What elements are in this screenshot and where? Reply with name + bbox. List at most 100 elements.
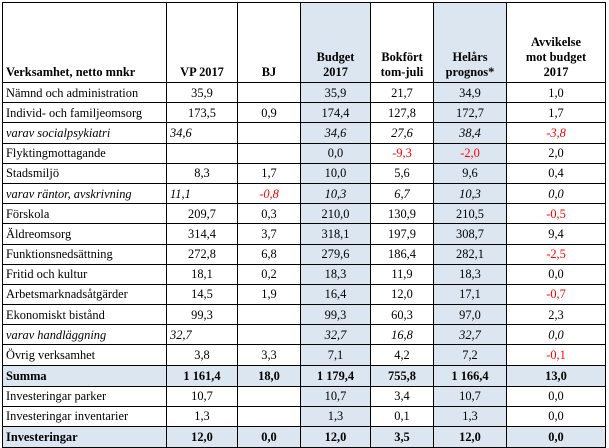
table-row: varav räntor, avskrivning 11,1 -0,8 10,3 6,7…: [2, 182, 606, 205]
bokfort-cell: 4,2: [370, 344, 434, 366]
budget2017-cell: 16,4: [300, 283, 371, 306]
bokfort-cell: 27,6: [370, 122, 434, 144]
prognos-cell: 97,0: [433, 304, 507, 326]
header-row: Verksamhet, netto mnkr VP 2017 BJ Budget…: [2, 2, 606, 83]
vp2017-cell: 10,7: [166, 385, 238, 407]
header-verksamhet: Verksamhet, netto mnkr: [2, 2, 167, 83]
avvikelse-cell: 1,0: [506, 81, 606, 104]
prognos-cell: 172,7: [433, 102, 507, 124]
avvikelse-cell: 0,0: [506, 405, 606, 428]
vp2017-cell: 1 161,4: [166, 364, 238, 387]
verksamhet-cell: varav socialpsykiatri: [2, 122, 167, 144]
bj-cell: [237, 385, 301, 407]
vp2017-cell: [166, 142, 238, 164]
budget2017-cell: 12,0: [300, 426, 371, 448]
bj-cell: 0,2: [237, 263, 301, 285]
bj-cell: 0,0: [237, 426, 301, 448]
bokfort-cell: 16,8: [370, 324, 434, 346]
vp2017-cell: 272,8: [166, 243, 238, 265]
bokfort-cell: 6,7: [370, 182, 434, 205]
vp2017-cell: 173,5: [166, 102, 238, 124]
budget2017-cell: 99,3: [300, 304, 371, 326]
avvikelse-cell: 0,0: [506, 385, 606, 407]
verksamhet-cell: Nämnd och administration: [2, 81, 167, 104]
prognos-cell: 18,3: [433, 263, 507, 285]
avvikelse-cell: -0,7: [506, 283, 606, 306]
avvikelse-cell: 0,0: [506, 426, 606, 448]
vp2017-cell: 1,3: [166, 405, 238, 428]
prognos-cell: 1,3: [433, 405, 507, 428]
avvikelse-cell: 0,0: [506, 263, 606, 285]
budget2017-cell: 1,3: [300, 405, 371, 428]
table-row: Nämnd och administration 35,9 35,9 21,7 34,9…: [2, 81, 606, 104]
bokfort-cell: 12,0: [370, 283, 434, 306]
avvikelse-cell: 0,0: [506, 324, 606, 346]
prognos-cell: 1 166,4: [433, 364, 507, 387]
budget2017-cell: 10,3: [300, 182, 371, 205]
table-row: Investeringar inventarier 1,3 1,3 0,1 1,3 0,0: [2, 405, 606, 428]
bj-cell: [237, 304, 301, 326]
verksamhet-cell: Fritid och kultur: [2, 263, 167, 285]
budget2017-cell: 32,7: [300, 324, 371, 346]
vp2017-cell: 35,9: [166, 81, 238, 104]
bokfort-cell: 3,5: [370, 426, 434, 448]
table-row: Övrig verksamhet 3,8 3,3 7,1 4,2 7,2 -0,1: [2, 344, 606, 366]
prognos-cell: -2,0: [433, 142, 507, 164]
avvikelse-cell: 2,0: [506, 142, 606, 164]
table-row: Individ- och familjeomsorg 173,5 0,9 174,4 1…: [2, 102, 606, 124]
verksamhet-cell: varav räntor, avskrivning: [2, 182, 167, 205]
prognos-cell: 10,7: [433, 385, 507, 407]
table-row: Investeringar parker 10,7 10,7 3,4 10,7 0,0: [2, 385, 606, 407]
bokfort-cell: 11,9: [370, 263, 434, 285]
bj-cell: 1,7: [237, 162, 301, 184]
verksamhet-cell: Funktionsnedsättning: [2, 243, 167, 265]
bj-cell: [237, 81, 301, 104]
verksamhet-cell: Investeringar: [2, 426, 167, 448]
budget2017-cell: 18,3: [300, 263, 371, 285]
bj-cell: 0,9: [237, 102, 301, 124]
verksamhet-cell: Övrig verksamhet: [2, 344, 167, 366]
table-row: Fritid och kultur 18,1 0,2 18,3 11,9 18,3 0,0: [2, 263, 606, 285]
header-vp2017: VP 2017: [166, 2, 238, 83]
verksamhet-cell: Förskola: [2, 203, 167, 225]
prognos-cell: 10,3: [433, 182, 507, 205]
budget2017-cell: 174,4: [300, 102, 371, 124]
header-avvikelse: Avvikelse mot budget 2017: [506, 2, 606, 83]
prognos-cell: 38,4: [433, 122, 507, 144]
vp2017-cell: 314,4: [166, 223, 238, 245]
table-row: Ekonomiskt bistånd 99,3 99,3 60,3 97,0 2,3: [2, 304, 606, 326]
table-row: varav socialpsykiatri 34,6 34,6 27,6 38,4 -3,…: [2, 122, 606, 144]
prognos-cell: 210,5: [433, 203, 507, 225]
prognos-cell: 7,2: [433, 344, 507, 366]
bj-cell: [237, 405, 301, 428]
budget2017-cell: 279,6: [300, 243, 371, 265]
bj-cell: 18,0: [237, 364, 301, 387]
table-row: Arbetsmarknadsåtgärder 14,5 1,9 16,4 12,0 17,…: [2, 283, 606, 306]
vp2017-cell: 18,1: [166, 263, 238, 285]
verksamhet-cell: Ekonomiskt bistånd: [2, 304, 167, 326]
bokfort-cell: 755,8: [370, 364, 434, 387]
budget2017-cell: 1 179,4: [300, 364, 371, 387]
prognos-cell: 32,7: [433, 324, 507, 346]
vp2017-cell: 34,6: [166, 122, 238, 144]
verksamhet-cell: Äldreomsorg: [2, 223, 167, 245]
bokfort-cell: 60,3: [370, 304, 434, 326]
bokfort-cell: 0,1: [370, 405, 434, 428]
vp2017-cell: 99,3: [166, 304, 238, 326]
avvikelse-cell: 1,7: [506, 102, 606, 124]
avvikelse-cell: 13,0: [506, 364, 606, 387]
header-bj: BJ: [237, 2, 301, 83]
bj-cell: 3,3: [237, 344, 301, 366]
budget2017-cell: 210,0: [300, 203, 371, 225]
bokfort-cell: -9,3: [370, 142, 434, 164]
table-row: Funktionsnedsättning 272,8 6,8 279,6 186,4 28…: [2, 243, 606, 265]
budget2017-cell: 34,6: [300, 122, 371, 144]
vp2017-cell: 3,8: [166, 344, 238, 366]
avvikelse-cell: 2,3: [506, 304, 606, 326]
bokfort-cell: 3,4: [370, 385, 434, 407]
avvikelse-cell: -0,1: [506, 344, 606, 366]
table-row: Äldreomsorg 314,4 3,7 318,1 197,9 308,7 9,4: [2, 223, 606, 245]
bj-cell: 1,9: [237, 283, 301, 306]
budget2017-cell: 7,1: [300, 344, 371, 366]
